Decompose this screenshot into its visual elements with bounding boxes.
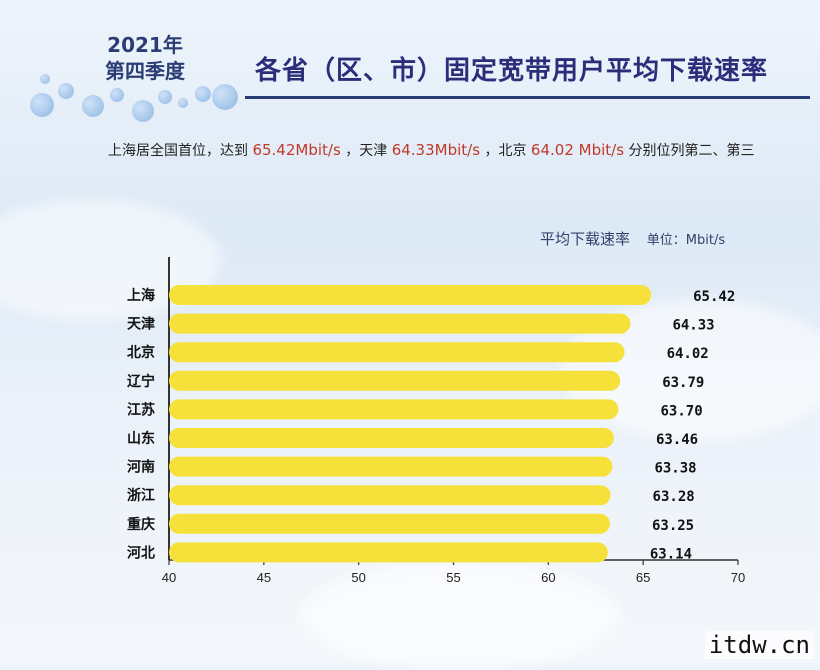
cloud-decoration bbox=[300, 560, 620, 670]
category-label: 辽宁 bbox=[127, 373, 155, 390]
bubble-decoration bbox=[195, 86, 211, 102]
summary-text: 上海居全国首位，达到 65.42Mbit/s ，天津 64.33Mbit/s ，… bbox=[108, 140, 754, 160]
bar bbox=[169, 485, 611, 506]
bar bbox=[169, 456, 613, 477]
x-tick-label: 50 bbox=[351, 570, 365, 585]
x-tick-label: 65 bbox=[636, 570, 650, 585]
bubble-decoration bbox=[158, 90, 172, 104]
bar bbox=[169, 285, 652, 305]
x-tick-label: 45 bbox=[257, 570, 271, 585]
value-label: 63.70 bbox=[661, 403, 703, 419]
category-label: 河南 bbox=[127, 459, 155, 476]
x-tick-label: 40 bbox=[162, 570, 176, 585]
value-label: 64.02 bbox=[667, 346, 709, 362]
summary-part-2: ，天津 bbox=[345, 143, 388, 159]
category-label: 天津 bbox=[127, 316, 155, 333]
legend-unit-label: 单位：Mbit/s bbox=[646, 233, 726, 248]
value-label: 65.42 bbox=[693, 289, 735, 305]
period-quarter: 第四季度 bbox=[105, 59, 185, 83]
summary-part-4: 分别位列第二、第三 bbox=[628, 143, 755, 159]
period-label: 2021年 第四季度 bbox=[90, 32, 200, 84]
bar bbox=[169, 313, 631, 334]
bar bbox=[169, 342, 625, 363]
x-tick-label: 70 bbox=[731, 570, 745, 585]
bar bbox=[169, 542, 608, 563]
bubble-decoration bbox=[132, 100, 154, 122]
bubble-decoration bbox=[212, 84, 238, 110]
bubble-decoration bbox=[110, 88, 124, 102]
value-label: 63.25 bbox=[652, 518, 694, 534]
bubble-decoration bbox=[40, 74, 50, 84]
chart-legend: 平均下载速率 单位：Mbit/s bbox=[540, 228, 725, 249]
value-label: 63.79 bbox=[662, 375, 704, 391]
page-title: 各省（区、市）固定宽带用户平均下载速率 bbox=[255, 56, 769, 86]
summary-part-3: ，北京 bbox=[484, 143, 527, 159]
category-label: 山东 bbox=[127, 430, 155, 447]
category-label: 重庆 bbox=[127, 516, 155, 533]
bubble-decoration bbox=[178, 98, 188, 108]
x-tick-label: 55 bbox=[446, 570, 460, 585]
value-label: 63.14 bbox=[650, 546, 692, 562]
category-label: 江苏 bbox=[127, 401, 155, 418]
category-label: 河北 bbox=[127, 544, 155, 561]
summary-value-1: 65.42Mbit/s bbox=[252, 141, 341, 159]
category-label: 北京 bbox=[127, 344, 155, 361]
value-label: 64.33 bbox=[672, 318, 714, 334]
bubble-decoration bbox=[82, 95, 104, 117]
value-label: 63.38 bbox=[654, 461, 696, 477]
category-label: 浙江 bbox=[127, 487, 155, 504]
bar bbox=[169, 428, 614, 448]
summary-value-2: 64.33Mbit/s bbox=[391, 141, 481, 159]
bar bbox=[169, 370, 621, 391]
bubble-decoration bbox=[58, 83, 74, 99]
bubble-decoration bbox=[30, 93, 54, 117]
bar bbox=[169, 513, 610, 534]
x-tick-label: 60 bbox=[541, 570, 555, 585]
summary-value-3: 64.02 Mbit/s bbox=[530, 141, 625, 159]
period-year: 2021年 bbox=[107, 33, 183, 57]
value-label: 63.28 bbox=[653, 489, 695, 505]
summary-part-1: 上海居全国首位，达到 bbox=[108, 143, 248, 159]
category-label: 上海 bbox=[127, 287, 155, 304]
legend-series-label: 平均下载速率 bbox=[540, 230, 631, 248]
watermark: itdw.cn bbox=[704, 631, 814, 659]
bar bbox=[169, 399, 619, 420]
value-label: 63.46 bbox=[656, 432, 698, 448]
title-divider bbox=[245, 96, 810, 99]
